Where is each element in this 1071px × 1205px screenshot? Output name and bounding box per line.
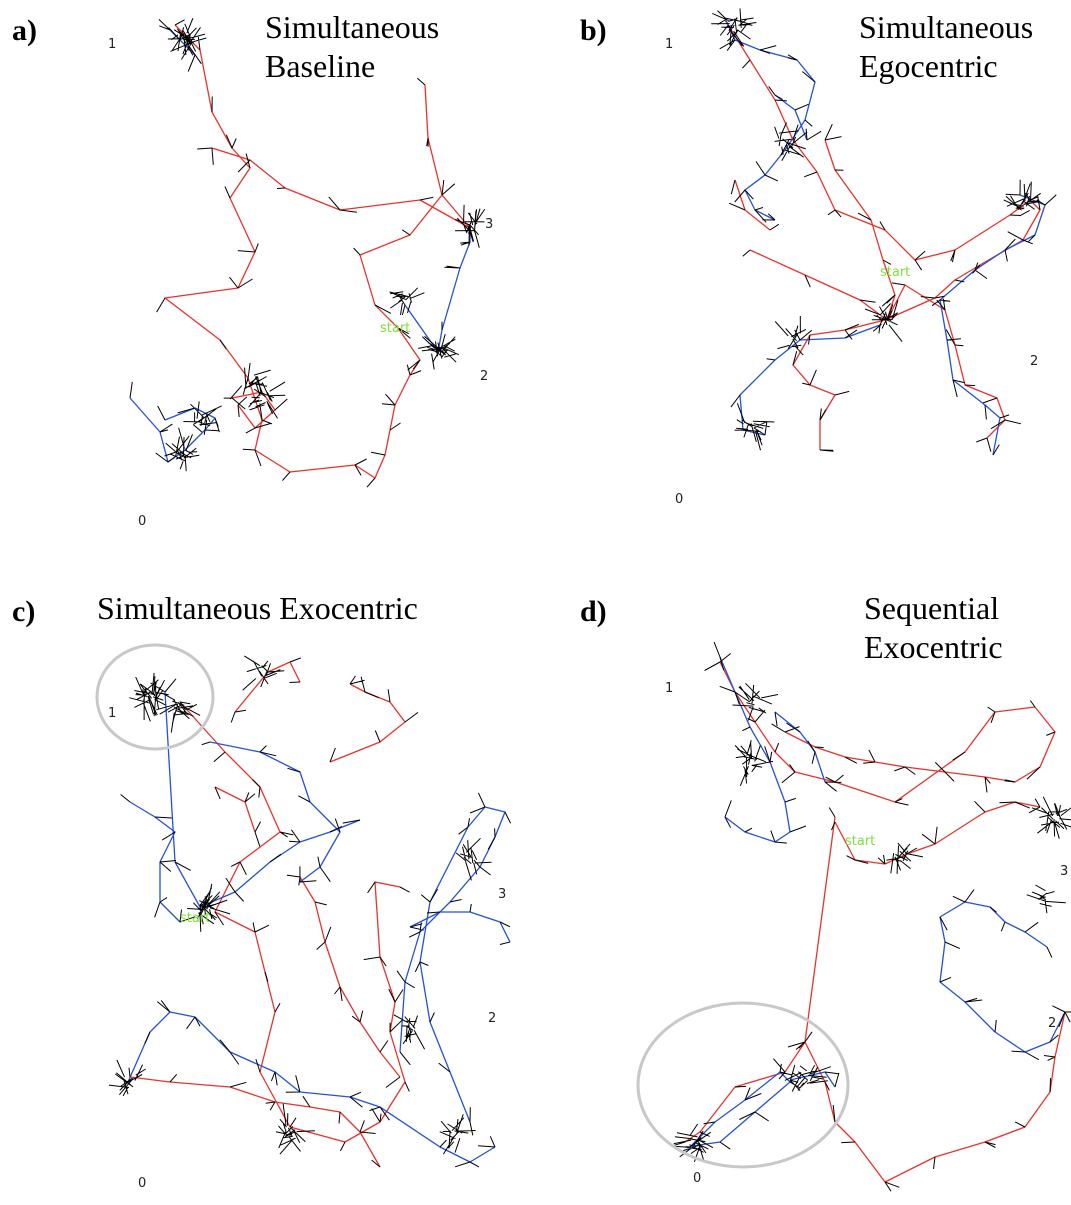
panel-title: Simultaneous Exocentric: [97, 589, 418, 628]
landmark-label: 0: [675, 492, 683, 507]
scan-markers: [711, 8, 1057, 456]
scan-whiskers: [108, 655, 512, 1168]
landmark-label: 2: [480, 369, 488, 384]
highlight-circle: [95, 643, 215, 751]
start-label: start: [180, 911, 210, 926]
scan-whiskers: [672, 641, 1071, 1192]
landmark-label: 2: [1048, 1016, 1056, 1031]
landmark-label: 3: [1060, 864, 1068, 879]
trajectory-paths: [129, 24, 471, 479]
panel-d: 1 3 2 0 start d) Sequential Exocentric: [535, 590, 1071, 1204]
highlight-circle: [636, 1001, 850, 1169]
panel-letter: c): [12, 595, 36, 628]
robot-b-path: [129, 801, 181, 923]
landmark-label: 0: [138, 514, 146, 529]
robot-b-path: [129, 397, 216, 463]
robot-a-path: [211, 147, 471, 229]
robot-b-path: [164, 691, 361, 908]
start-label: start: [380, 321, 410, 336]
scan-markers: [108, 655, 512, 1168]
robot-b-path: [939, 901, 1066, 1053]
robot-b-path: [774, 711, 826, 783]
landmark-label: 2: [1030, 354, 1038, 369]
panel-title-line: Exocentric: [864, 629, 1003, 665]
robot-a-path: [299, 876, 401, 1078]
panel-title-line: Sequential: [864, 590, 1000, 626]
panel-letter: a): [12, 14, 37, 47]
landmark-label: 3: [498, 887, 506, 902]
panel-b: 1 2 0 start b) Simultaneous Egocentric: [535, 0, 1070, 602]
panel-title-line: Simultaneous: [859, 9, 1034, 45]
scan-markers: [672, 641, 1071, 1192]
robot-b-path: [127, 1011, 496, 1163]
scan-whiskers: [129, 18, 486, 488]
robot-b-path: [404, 225, 471, 353]
robot-b-path: [209, 741, 341, 883]
scan-whiskers: [711, 8, 1057, 456]
robot-a-path: [804, 1011, 1066, 1183]
robot-b-path: [684, 1071, 791, 1148]
panel-title: Simultaneous Baseline: [265, 8, 439, 86]
robot-b-path: [719, 656, 791, 843]
landmark-label: 0: [693, 1171, 701, 1186]
panel-letter: b): [580, 14, 607, 47]
trajectory-plot-b: 1 2 0 start: [665, 8, 1057, 507]
panel-title: Sequential Exocentric: [864, 589, 1003, 667]
robot-a-path: [214, 786, 256, 833]
robot-a-path: [684, 816, 836, 1143]
start-label: start: [880, 265, 910, 280]
trajectory-plot-c: 1 3 2 0 start: [95, 643, 512, 1191]
robot-a-path: [834, 801, 1041, 865]
landmark-label: 1: [108, 37, 116, 52]
landmark-label: 0: [138, 1176, 146, 1191]
panel-c: 1 3 2 0 start c) Simultaneous Exocentric: [0, 590, 535, 1204]
robot-b-path: [939, 194, 1046, 456]
panel-title-line: Egocentric: [859, 48, 998, 84]
trajectory-plot-d: 1 3 2 0 start: [636, 641, 1071, 1192]
robot-a-path: [886, 284, 1006, 439]
robot-b-path: [739, 324, 881, 436]
panel-title: Simultaneous Egocentric: [859, 8, 1033, 86]
panel-title-line: Baseline: [265, 48, 376, 84]
robot-b-path: [399, 806, 506, 1123]
robot-a-path: [164, 24, 443, 479]
landmark-label: 2: [488, 1011, 496, 1026]
robot-a-path: [129, 1076, 381, 1168]
panel-title-line: Simultaneous Exocentric: [97, 590, 418, 626]
trajectory-plot-a: 1 3 2 0 start: [108, 18, 493, 529]
trajectory-paths: [684, 656, 1066, 1183]
robot-a-path: [329, 683, 406, 763]
scan-markers: [129, 18, 486, 488]
landmark-label: 3: [485, 217, 493, 232]
landmark-label: 1: [665, 681, 673, 696]
robot-a-path: [234, 661, 301, 713]
robot-a-path: [724, 19, 1041, 450]
start-label: start: [845, 834, 875, 849]
robot-a-path: [719, 661, 1056, 803]
landmark-label: 1: [108, 706, 116, 721]
panel-letter: d): [580, 595, 607, 628]
panel-title-line: Simultaneous: [265, 9, 440, 45]
panel-a: 1 3 2 0 start a) Simultaneous Baseline: [0, 0, 535, 602]
landmark-label: 1: [665, 37, 673, 52]
